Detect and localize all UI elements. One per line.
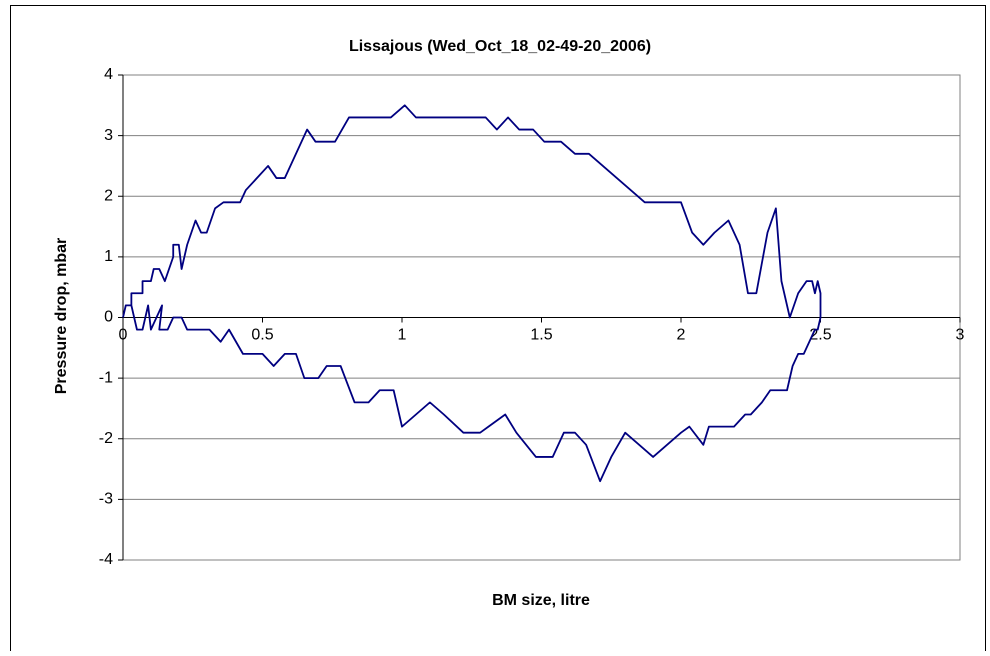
data-line: [122, 104, 822, 483]
x-tick-label: 0: [119, 327, 128, 344]
x-tick-label: 0.5: [251, 327, 273, 344]
y-tick-label: 3: [104, 127, 113, 144]
y-tick-label: 1: [104, 248, 113, 265]
x-tick-label: 1.5: [530, 327, 552, 344]
chart-title: Lissajous (Wed_Oct_18_02-49-20_2006): [349, 38, 651, 55]
y-tick-label: 4: [104, 66, 113, 83]
y-tick-label: 0: [104, 309, 113, 326]
y-tick-label: 2: [104, 187, 113, 204]
y-tick-label: -1: [99, 369, 113, 386]
x-tick-label: 2: [677, 327, 686, 344]
x-tick-label: 3: [956, 327, 965, 344]
x-tick-label: 1: [398, 327, 407, 344]
x-axis-label: BM size, litre: [492, 592, 590, 609]
y-tick-label: -3: [99, 491, 113, 508]
y-axis-label: Pressure drop, mbar: [53, 238, 70, 395]
y-tick-label: -2: [99, 430, 113, 447]
y-tick-label: -4: [99, 551, 113, 568]
